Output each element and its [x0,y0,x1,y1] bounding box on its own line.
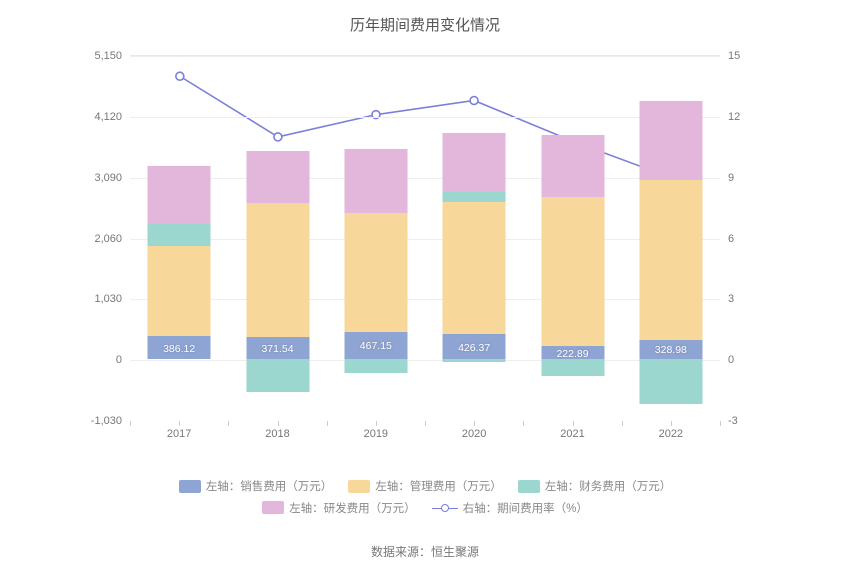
bar-seg-rd [443,133,506,192]
bar-value-label: 386.12 [163,343,195,355]
y-right-tick-label: 9 [728,172,768,184]
x-tick-label: 2018 [248,428,308,440]
bar-seg-rd [246,151,309,202]
y-right-tick-label: 3 [728,293,768,305]
legend-label: 左轴：销售费用（万元） [206,478,333,494]
legend-swatch [518,480,540,493]
plot-area: -1,030-3001,03032,06063,09094,120125,150… [130,55,720,420]
y-right-tick-label: 0 [728,354,768,366]
legend-row: 左轴：销售费用（万元） 左轴：管理费用（万元） 左轴：财务费用（万元） [0,478,850,496]
bar-seg-admin [246,203,309,338]
y-right-tick-label: 12 [728,111,768,123]
bar-value-label: 222.89 [556,348,588,360]
x-tick [720,421,721,426]
bar-group: 386.12 [148,55,211,420]
legend-label: 左轴：管理费用（万元） [375,478,502,494]
x-tick [228,421,229,426]
bar-seg-finance [541,359,604,376]
bar-seg-finance [246,359,309,391]
legend-swatch [262,501,284,514]
legend: 左轴：销售费用（万元） 左轴：管理费用（万元） 左轴：财务费用（万元） 左轴：研发费用… [0,478,850,521]
gridline [130,299,720,300]
y-left-tick-label: 1,030 [62,293,122,305]
chart-container: 历年期间费用变化情况 -1,030-3001,03032,06063,09094… [0,0,850,575]
y-left-tick-label: 3,090 [62,172,122,184]
gridline [130,360,720,361]
bar-value-label: 328.98 [655,344,687,356]
bar-seg-rd [639,101,702,180]
y-right-tick-label: 6 [728,233,768,245]
legend-item: 左轴：财务费用（万元） [518,478,672,494]
y-left-tick-label: 5,150 [62,50,122,62]
bar-seg-finance [443,192,506,203]
x-tick [671,421,672,426]
gridline [130,178,720,179]
bar-group: 467.15 [344,55,407,420]
bar-seg-admin [541,197,604,346]
bar-group: 222.89 [541,55,604,420]
x-tick [179,421,180,426]
bar-value-label: 467.15 [360,340,392,352]
bar-seg-admin [344,213,407,331]
bar-seg-admin [639,180,702,339]
x-tick [474,421,475,426]
gridline [130,239,720,240]
legend-item: 左轴：管理费用（万元） [348,478,502,494]
x-tick-label: 2022 [641,428,701,440]
x-tick [622,421,623,426]
bar-value-label: 371.54 [261,343,293,355]
bar-seg-finance [344,359,407,373]
x-tick [327,421,328,426]
legend-label: 左轴：财务费用（万元） [545,478,672,494]
x-tick-label: 2021 [543,428,603,440]
legend-item: 左轴：研发费用（万元） [262,500,416,516]
bar-seg-finance [639,359,702,404]
legend-swatch [179,480,201,493]
legend-row: 左轴：研发费用（万元） 右轴：期间费用率（%） [0,500,850,518]
bar-seg-rd [344,149,407,214]
y-left-tick-label: 2,060 [62,233,122,245]
y-right-tick-label: -3 [728,415,768,427]
bar-seg-rd [148,166,211,223]
legend-swatch [348,480,370,493]
bar-seg-finance [443,359,506,361]
bar-group: 426.37 [443,55,506,420]
data-source: 数据来源：恒生聚源 [0,543,850,560]
legend-item: 右轴：期间费用率（%） [432,500,588,516]
bar-seg-rd [541,135,604,197]
y-left-tick-label: -1,030 [62,415,122,427]
x-tick [425,421,426,426]
bar-group: 328.98 [639,55,702,420]
bar-seg-finance [148,224,211,246]
x-tick [376,421,377,426]
x-tick-label: 2017 [149,428,209,440]
bar-group: 371.54 [246,55,309,420]
x-tick-label: 2020 [444,428,504,440]
bar-seg-admin [148,246,211,336]
legend-label: 右轴：期间费用率（%） [463,500,588,516]
y-left-tick-label: 0 [62,354,122,366]
x-tick [130,421,131,426]
gridline [130,56,720,57]
bar-value-label: 426.37 [458,342,490,354]
legend-item: 左轴：销售费用（万元） [179,478,333,494]
legend-line-icon [432,501,458,514]
gridline [130,117,720,118]
y-right-tick-label: 15 [728,50,768,62]
chart-title: 历年期间费用变化情况 [0,0,850,35]
x-tick [523,421,524,426]
x-tick-label: 2019 [346,428,406,440]
bar-seg-admin [443,202,506,334]
x-tick [278,421,279,426]
legend-label: 左轴：研发费用（万元） [289,500,416,516]
x-tick [573,421,574,426]
y-left-tick-label: 4,120 [62,111,122,123]
